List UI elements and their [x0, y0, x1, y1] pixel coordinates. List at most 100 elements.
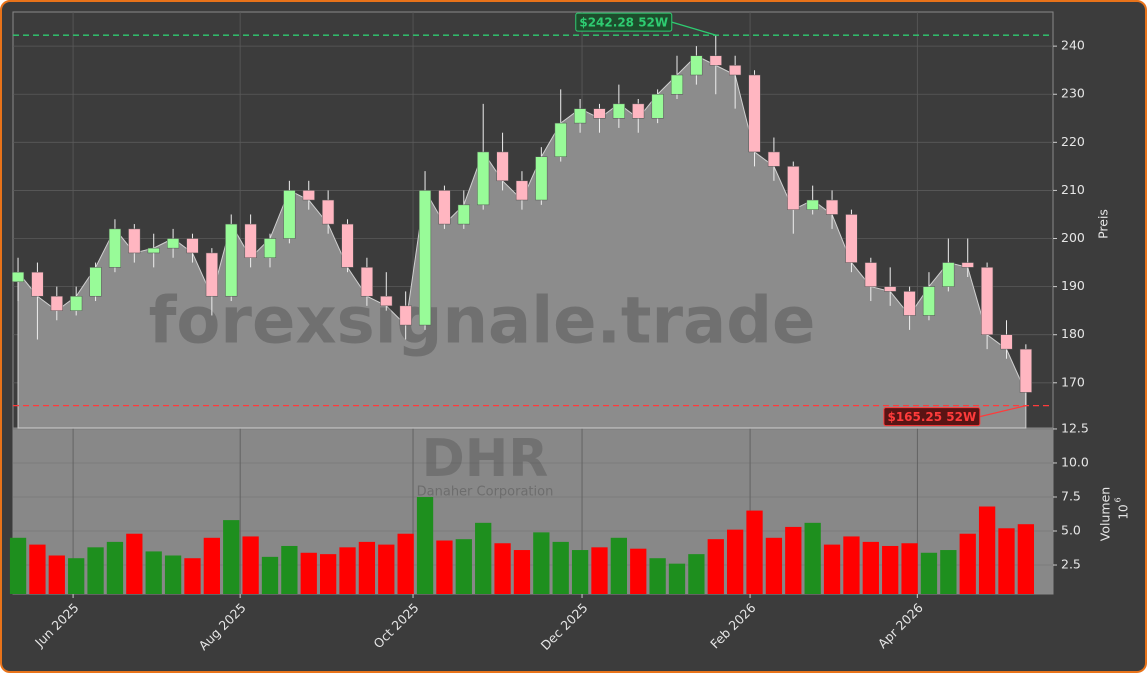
- volume-bar: [940, 550, 957, 594]
- volume-bar: [475, 522, 492, 594]
- candle-body: [147, 247, 160, 254]
- symbol-watermark: DHR: [422, 429, 549, 489]
- candle-body: [806, 199, 819, 210]
- volume-bar: [300, 552, 317, 594]
- candle-body: [225, 223, 238, 297]
- volume-bar: [746, 510, 763, 594]
- y-tick-label: 230: [1061, 86, 1085, 101]
- volume-bar: [571, 550, 589, 594]
- volume-bar: [358, 541, 376, 594]
- volume-bar: [416, 496, 434, 594]
- volume-bar: [630, 548, 647, 594]
- volume-bar: [1017, 524, 1035, 594]
- volume-bar: [610, 537, 627, 594]
- volume-bar: [978, 506, 996, 594]
- volume-tick-label: 12.5: [1061, 420, 1089, 435]
- volume-bar: [533, 532, 550, 594]
- x-tick-label: Jun 2025: [31, 600, 81, 650]
- x-tick-label: Aug 2025: [196, 600, 249, 653]
- candle-body: [380, 295, 393, 307]
- volume-bar: [649, 558, 666, 594]
- candle-body: [89, 267, 102, 297]
- candle-body: [767, 151, 780, 167]
- candle-body: [1000, 334, 1013, 350]
- candle-body: [11, 271, 25, 283]
- y-axis-label: Preis: [1096, 209, 1111, 239]
- x-tick-label: Apr 2026: [875, 600, 926, 651]
- volume-bar: [727, 529, 744, 594]
- volume-bar: [319, 554, 337, 594]
- candle-body: [1019, 348, 1032, 393]
- volume-scale-base: 10: [1117, 504, 1131, 519]
- volume-tick-label: 5.0: [1061, 523, 1081, 538]
- candle-body: [302, 190, 315, 201]
- candle-body: [670, 74, 684, 95]
- y-tick-label: 210: [1061, 182, 1085, 197]
- candle-body: [186, 238, 199, 254]
- candle-body: [263, 238, 277, 259]
- volume-bar: [804, 522, 821, 594]
- candle-body: [593, 108, 606, 119]
- volume-bar: [688, 554, 705, 594]
- volume-tick-label: 2.5: [1061, 557, 1081, 572]
- candle-body: [981, 267, 994, 335]
- candle-body: [70, 295, 83, 311]
- volume-bar: [9, 537, 27, 594]
- volume-bar: [455, 539, 472, 594]
- volume-bar: [145, 551, 162, 594]
- candle-body: [496, 151, 509, 182]
- volume-bar: [68, 558, 85, 594]
- candle-body: [922, 286, 936, 316]
- candle-body: [108, 228, 122, 268]
- candle-body: [825, 199, 839, 215]
- volume-bar: [436, 540, 453, 594]
- candle-body: [515, 180, 529, 201]
- volume-bar: [785, 526, 802, 594]
- candle-body: [457, 204, 470, 225]
- volume-bar: [707, 539, 724, 594]
- y-tick-label: 220: [1061, 134, 1085, 149]
- volume-bar: [823, 544, 841, 594]
- volume-bar: [843, 536, 860, 594]
- annotation-box: [575, 12, 673, 32]
- volume-bar: [339, 547, 356, 594]
- volume-bar: [184, 558, 201, 594]
- volume-bar: [29, 544, 46, 594]
- volume-bar: [106, 541, 124, 594]
- candle-body: [341, 223, 354, 268]
- volume-bar: [126, 533, 143, 594]
- candle-body: [612, 103, 625, 119]
- candle-body: [690, 55, 703, 76]
- annotation-label: $242.28 52W: [579, 16, 668, 30]
- x-tick-label: Dec 2025: [538, 600, 591, 653]
- volume-bar: [513, 550, 531, 594]
- candle-body: [709, 55, 722, 66]
- y-tick-label: 180: [1061, 326, 1085, 341]
- candle-body: [845, 214, 858, 263]
- volume-bar: [862, 541, 879, 594]
- candle-body: [961, 262, 974, 268]
- candle-body: [418, 190, 432, 326]
- candle-body: [729, 65, 742, 76]
- volume-bar: [998, 528, 1015, 594]
- candle-body: [884, 286, 897, 292]
- candle-body: [864, 262, 877, 287]
- candle-body: [787, 166, 800, 210]
- annotation-arrow: [979, 405, 1027, 418]
- volume-bar: [242, 536, 259, 594]
- volume-bar: [281, 545, 298, 594]
- volume-tick-label: 10.0: [1061, 454, 1089, 469]
- candle-body: [477, 151, 490, 206]
- candle-body: [748, 74, 761, 153]
- x-tick-label: Oct 2025: [370, 600, 421, 651]
- candle-body: [322, 199, 335, 225]
- volume-bar: [223, 520, 240, 594]
- volume-bar: [378, 544, 395, 594]
- volume-bar: [959, 533, 976, 594]
- y-tick-label: 200: [1061, 230, 1085, 245]
- volume-bar: [591, 547, 608, 594]
- volume-bar: [203, 537, 220, 594]
- volume-bar: [87, 547, 104, 594]
